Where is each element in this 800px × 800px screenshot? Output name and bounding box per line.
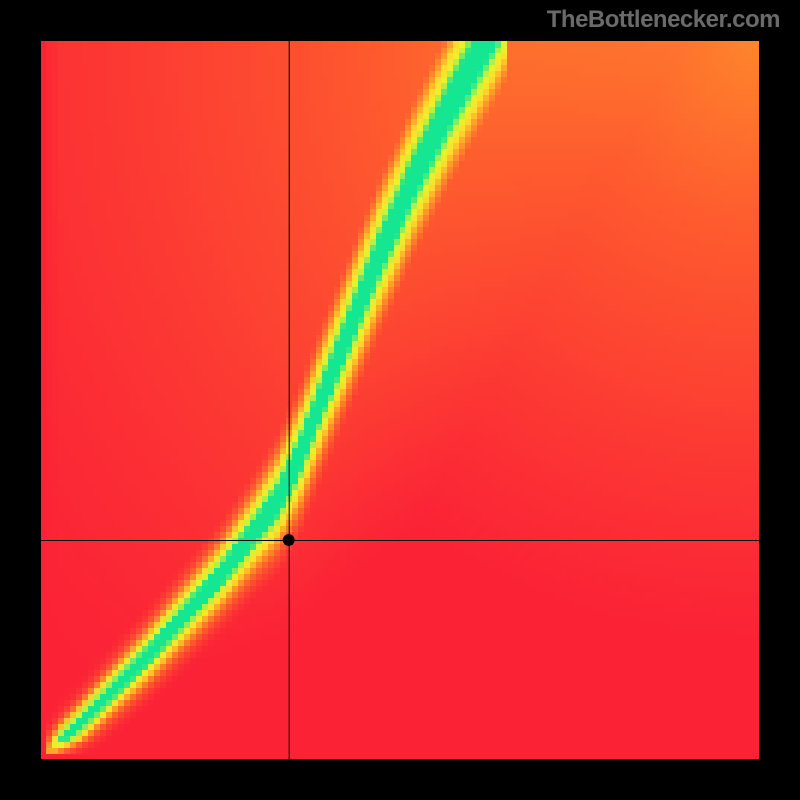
- bottleneck-heatmap: [41, 41, 759, 759]
- watermark-text: TheBottlenecker.com: [547, 6, 780, 34]
- chart-container: TheBottlenecker.com: [0, 0, 800, 800]
